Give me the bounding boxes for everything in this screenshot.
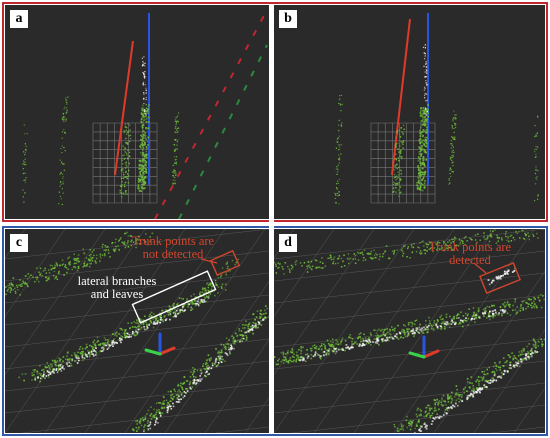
panel-d-ground-grid xyxy=(274,229,545,433)
panel-a-pointcloud xyxy=(22,9,268,219)
panel-a-cloud-left xyxy=(58,96,69,206)
panel-c-far-row xyxy=(5,231,154,296)
panel-a-label: a xyxy=(10,10,28,28)
panel-b-pointcloud xyxy=(334,13,539,205)
column-divider xyxy=(269,4,274,434)
panel-a-cloud-2 xyxy=(119,122,132,198)
panel-d-near-trunks xyxy=(413,349,539,433)
panel-c-near-row xyxy=(132,305,269,432)
panel-b-cloud-right xyxy=(448,110,457,185)
panel-b-cloud-left xyxy=(334,94,343,205)
panel-b-grid xyxy=(370,122,436,204)
panel-b-label: b xyxy=(279,10,297,28)
panel-d-red-arrow xyxy=(473,262,487,274)
panel-d-middle-trunks xyxy=(299,309,506,362)
panel-c-middle-row xyxy=(18,283,227,383)
panel-a-red-axis xyxy=(114,40,134,176)
panel-b-red-axis xyxy=(391,18,411,176)
panel-d-axes xyxy=(408,335,440,359)
panel-b-trunk-cloud xyxy=(416,104,430,192)
panel-d-near-row xyxy=(393,338,545,432)
panel-d-red-annotation: Trunk points are detected xyxy=(428,240,512,268)
panel-a-green-trajectory xyxy=(178,44,268,219)
panel-d-red-box xyxy=(479,262,521,294)
panel-c-label: c xyxy=(10,234,28,252)
panel-b: b xyxy=(274,5,545,219)
panel-d-middle-row xyxy=(274,293,545,366)
panel-d-label: d xyxy=(279,234,297,252)
panel-c-pointcloud xyxy=(5,229,269,433)
panel-c-red-box xyxy=(209,249,241,277)
panel-b-cloud-2 xyxy=(392,124,405,198)
panel-a-trunk-cloud xyxy=(137,103,150,192)
panel-d: d Trunk points are detected xyxy=(274,229,545,433)
panel-c-red-arrow xyxy=(200,258,218,264)
panel-d-pointcloud xyxy=(274,229,545,433)
panel-b-trunk-white xyxy=(422,44,428,116)
panel-c-red-annotation: Trunk points are not detected xyxy=(131,234,215,262)
panel-a-red-trajectory xyxy=(154,9,268,219)
panel-a-trunk-white xyxy=(141,56,147,116)
panel-c-near-trunks xyxy=(143,317,267,433)
panel-a-cloud-right xyxy=(172,112,180,185)
panel-c-axes xyxy=(144,332,176,356)
panel-c: c Trunk points are not detected lateral … xyxy=(5,229,269,433)
panel-a-cloud-far-left xyxy=(22,124,28,203)
panel-b-cloud-far-right xyxy=(534,115,539,202)
panel-c-white-box xyxy=(131,270,217,324)
panel-c-white-annotation: lateral branches and leaves xyxy=(77,274,157,302)
panel-c-ground-grid xyxy=(5,229,269,433)
panel-c-middle-trunks xyxy=(34,297,210,381)
panel-d-far-row xyxy=(274,229,544,275)
panel-a: a xyxy=(5,5,269,219)
